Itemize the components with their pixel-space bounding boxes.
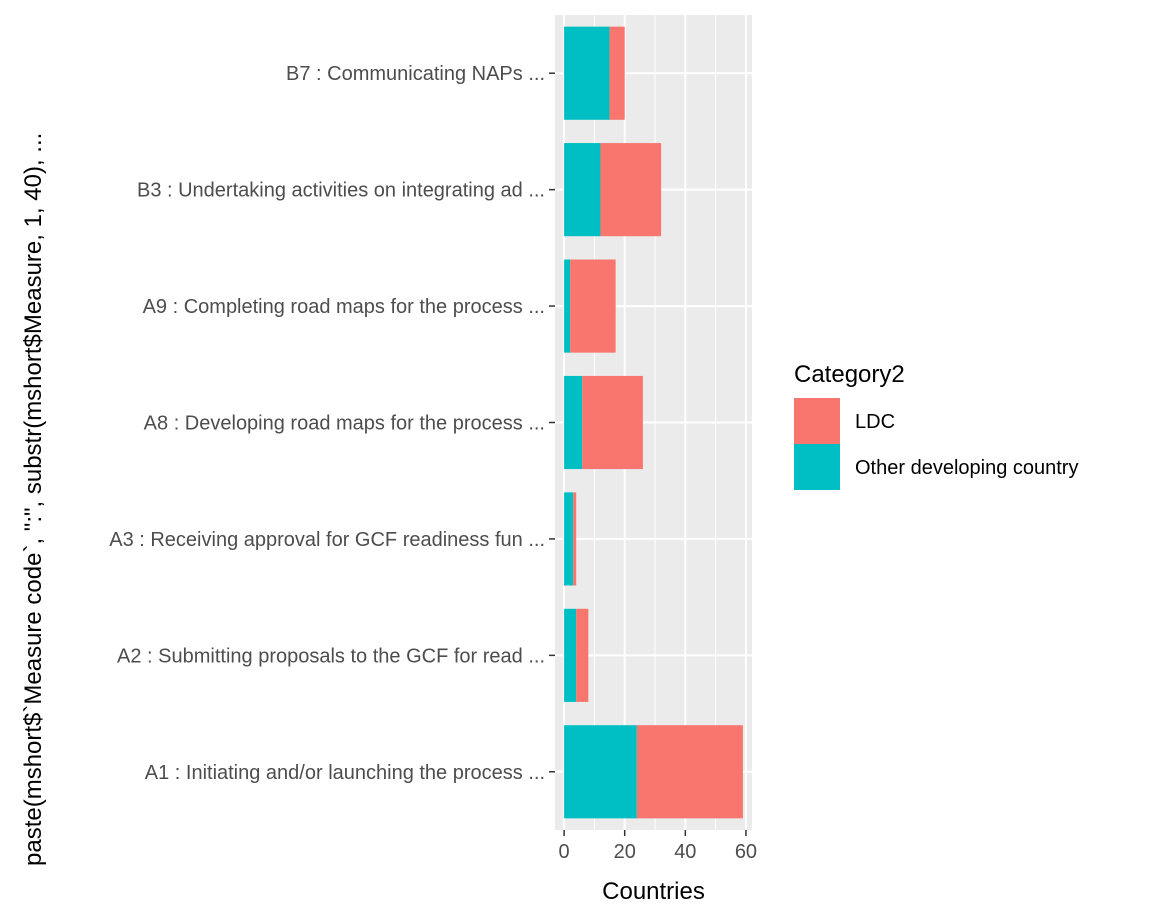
x-axis: 0 20 40 60 — [559, 830, 757, 863]
bars — [564, 26, 743, 819]
category-label: A3 : Receiving approval for GCF readines… — [109, 529, 545, 551]
bar-ldc-1 — [576, 608, 589, 702]
bar-other-developing-country-1 — [564, 608, 577, 702]
category-label: B3 : Undertaking activities on integrati… — [137, 180, 545, 202]
x-tick-label: 40 — [674, 841, 696, 863]
bar-other-developing-country-2 — [564, 492, 574, 586]
legend-key-ldc — [794, 398, 840, 444]
bar-other-developing-country-5 — [564, 143, 601, 237]
x-tick-label: 0 — [559, 841, 570, 863]
bar-ldc-3 — [582, 375, 643, 470]
bar-ldc-6 — [609, 26, 625, 120]
bar-ldc-5 — [600, 143, 662, 237]
x-axis-title: Countries — [602, 878, 705, 905]
category-label: A2 : Submitting proposals to the GCF for… — [117, 645, 545, 667]
legend-key-other-developing-country — [794, 444, 840, 490]
bar-other-developing-country-4 — [564, 259, 571, 353]
bar-ldc-4 — [570, 259, 616, 353]
category-label: A9 : Completing road maps for the proces… — [143, 296, 545, 318]
y-axis-title: paste(mshort$`Measure code`, ":", substr… — [20, 133, 47, 866]
x-tick-label: 20 — [614, 841, 636, 863]
bar-other-developing-country-6 — [564, 26, 610, 120]
category-label: A1 : Initiating and/or launching the pro… — [145, 762, 545, 784]
legend-label-ldc: LDC — [855, 411, 895, 433]
legend-label-other-developing-country: Other developing country — [855, 457, 1078, 479]
bar-other-developing-country-3 — [564, 375, 583, 470]
category-axis: A1 : Initiating and/or launching the pro… — [109, 63, 555, 784]
legend: Category2 LDC Other developing country — [794, 361, 1078, 490]
category-label: B7 : Communicating NAPs ... — [286, 63, 545, 85]
bar-ldc-2 — [573, 492, 577, 586]
x-tick-label: 60 — [735, 841, 757, 863]
bar-ldc-0 — [636, 725, 743, 819]
legend-title: Category2 — [794, 361, 905, 388]
bar-other-developing-country-0 — [564, 725, 637, 819]
category-label: A8 : Developing road maps for the proces… — [144, 413, 545, 435]
